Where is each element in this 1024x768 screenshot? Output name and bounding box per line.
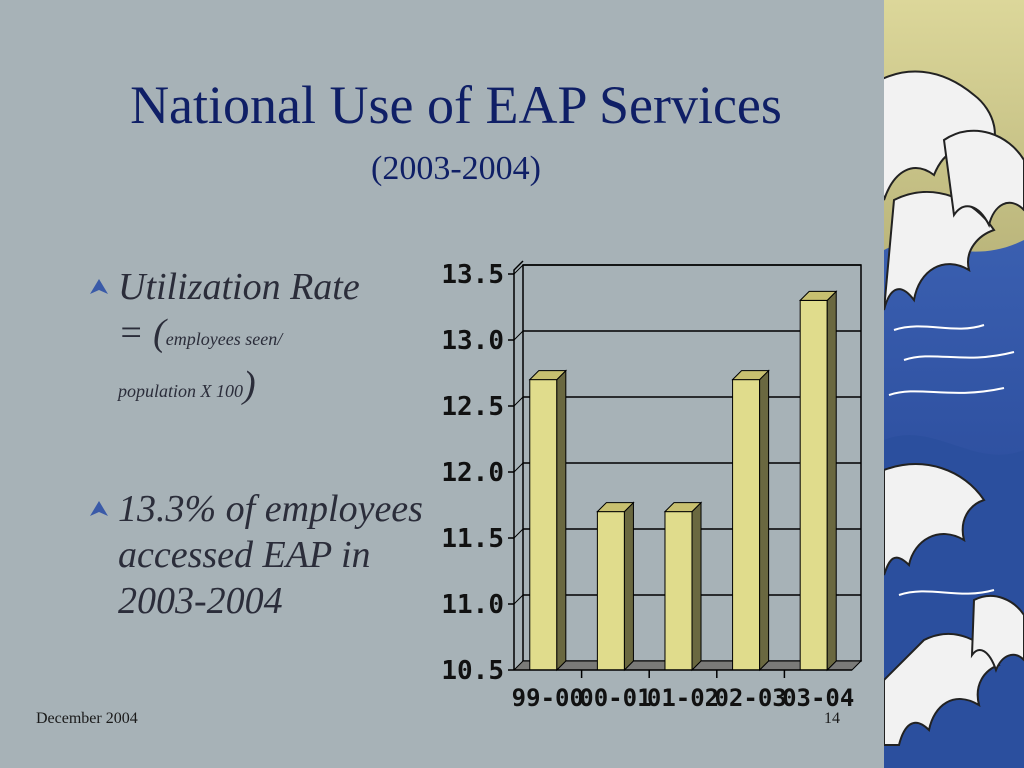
gridline-depth (513, 594, 524, 605)
y-tick-label: 12.0 (441, 458, 504, 488)
bar-side-01-02 (691, 501, 702, 672)
x-tick-label: 02-03 (714, 684, 786, 712)
bullet-arrow-icon (90, 501, 108, 516)
footer-date: December 2004 (36, 710, 138, 727)
x-tick-label: 01-02 (647, 684, 719, 712)
bar-side-03-04 (826, 290, 837, 672)
slide-subtitle: (2003-2004) (371, 150, 541, 187)
bar-99-00 (529, 379, 558, 671)
bullet-1-employees-seen: employees seen/ (165, 329, 283, 349)
bullet-2-text: 13.3% of employees accessed EAP in 2003-… (118, 488, 423, 622)
bar-top-02-03 (731, 370, 770, 381)
bar-00-01 (596, 511, 625, 671)
gridline-depth (513, 528, 524, 539)
bullet-1-equals: = ( (118, 312, 166, 354)
bar-side-02-03 (759, 369, 770, 672)
bar-01-02 (664, 511, 693, 671)
y-tick-label: 11.5 (441, 524, 504, 554)
y-tick-label: 11.0 (441, 590, 504, 620)
slide-title: National Use of EAP Services (130, 75, 782, 135)
bullet-arrow-icon (90, 279, 108, 294)
chart-left-wall (513, 260, 524, 670)
bullet-1-population: population X 100 (118, 381, 243, 401)
bar-top-00-01 (596, 502, 635, 513)
y-tick-label: 13.0 (441, 326, 504, 356)
gridline-depth (513, 396, 524, 407)
bar-03-04 (799, 299, 828, 671)
y-tick-label: 13.5 (441, 260, 504, 290)
bar-02-03 (732, 379, 761, 671)
x-tick-label: 03-04 (782, 684, 854, 712)
gridline-depth (513, 264, 524, 275)
bar-top-99-00 (528, 370, 568, 381)
bullet-1-close-paren: ) (243, 364, 256, 406)
bar-top-01-02 (663, 502, 703, 513)
gridline-depth (513, 462, 524, 473)
x-tick-label: 99-00 (512, 684, 584, 712)
gridline-depth (513, 330, 524, 341)
bullet-1-line-1: Utilization Rate (118, 266, 360, 308)
y-tick-label: 10.5 (441, 656, 504, 686)
footer-page-number: 14 (824, 710, 840, 727)
bar-chart: 10.5 11.0 11.5 12.0 12.5 13.0 13.5 99-0000-0101… (441, 260, 863, 712)
x-tick-label: 00-01 (579, 684, 651, 712)
y-tick-label: 12.5 (441, 392, 504, 422)
wave-artwork (884, 0, 1024, 768)
bar-top-03-04 (798, 290, 838, 301)
bar-side-00-01 (623, 501, 634, 672)
bar-side-99-00 (556, 369, 567, 672)
